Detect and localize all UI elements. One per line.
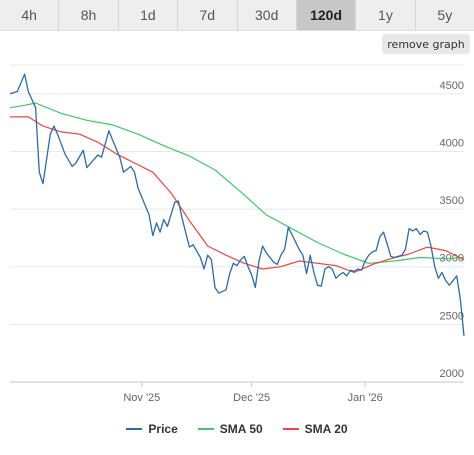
legend-swatch-sma50 [197,428,214,430]
tab-120d[interactable]: 120d [296,0,357,30]
legend-item-sma20[interactable]: SMA 20 [282,422,348,436]
series-layer [9,73,465,336]
x-tick-label-1: Dec '25 [233,392,270,404]
tab-1d[interactable]: 1d [119,0,179,30]
y-tick-label-4000: 4000 [440,137,464,149]
legend-item-sma50[interactable]: SMA 50 [197,422,263,436]
tab-1y[interactable]: 1y [356,0,416,30]
timeframe-tabbar: 4h 8h 1d 7d 30d 120d 1y 5y [0,0,474,31]
x-tick-label-2: Jan '26 [348,392,383,404]
x-tick-label-0: Nov '25 [123,392,160,404]
tab-7d[interactable]: 7d [178,0,238,30]
series-line-sma-20 [10,116,465,274]
tab-4h[interactable]: 4h [0,0,60,30]
tab-5y[interactable]: 5y [437,7,453,23]
remove-graph-button[interactable]: remove graph [382,34,470,54]
legend-swatch-price [126,428,143,430]
tab-8h[interactable]: 8h [59,0,119,30]
x-axis: Nov '25 Dec '25 Jan '26 [123,382,383,404]
legend-label-sma20: SMA 20 [304,422,348,436]
legend-swatch-sma20 [282,428,299,430]
chart-legend: Price SMA 50 SMA 20 [0,418,474,440]
y-tick-label-2000: 2000 [440,368,464,380]
series-line-price [9,73,465,336]
grid-layer [10,64,464,383]
legend-label-sma50: SMA 50 [219,422,263,436]
legend-label-price: Price [148,422,178,436]
y-tick-label-3500: 3500 [440,195,464,207]
y-tick-label-2500: 2500 [440,310,464,322]
series-line-sma-50 [9,102,465,264]
legend-item-price[interactable]: Price [126,422,178,436]
y-tick-label-4500: 4500 [440,80,464,92]
tab-30d[interactable]: 30d [238,0,297,30]
